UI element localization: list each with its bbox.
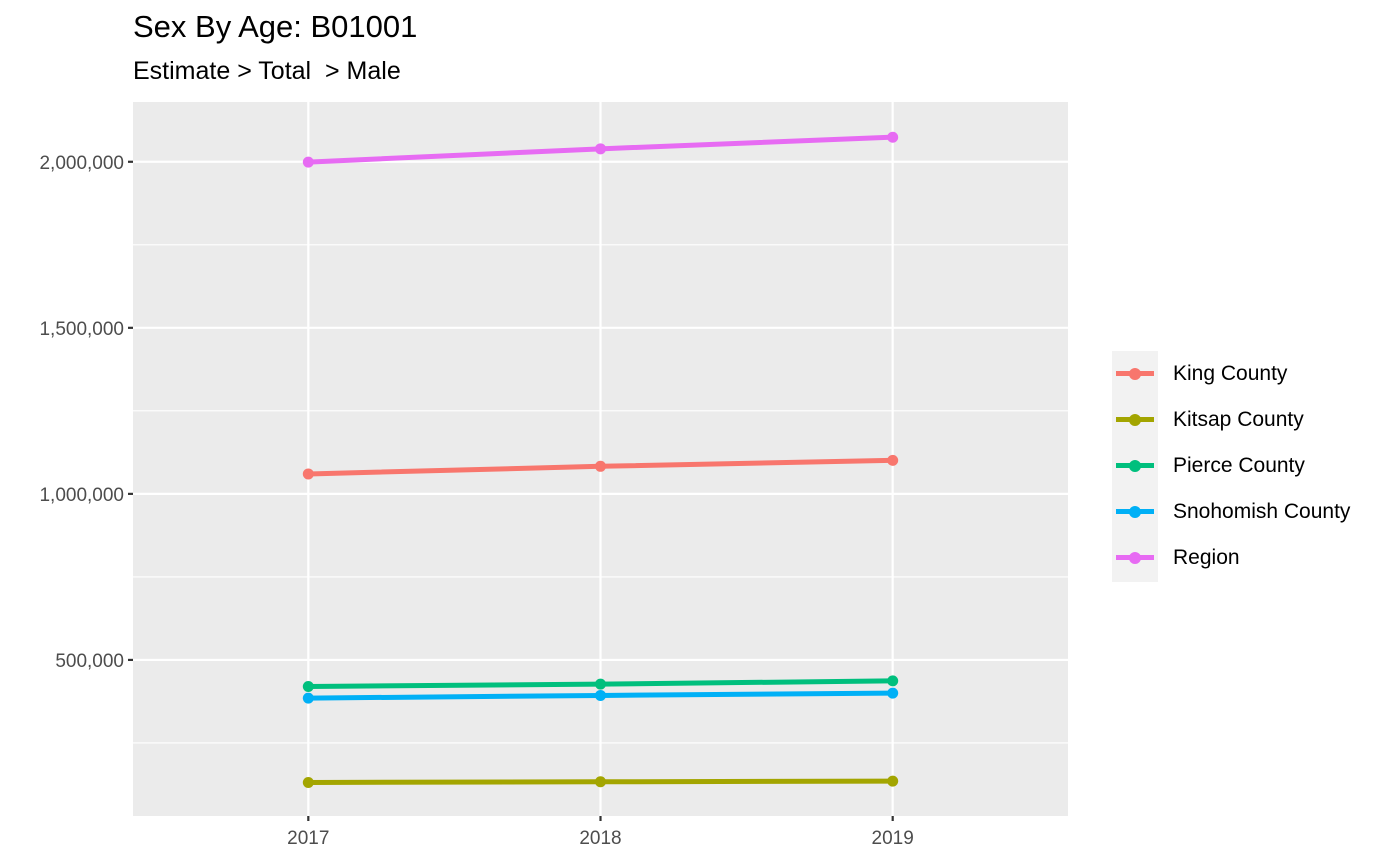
series-lines (302, 131, 899, 788)
x-tick-label: 2019 (872, 828, 914, 849)
legend: King County Kitsap County Pierce County Sno… (1112, 351, 1382, 582)
legend-item: Region (1112, 535, 1382, 581)
series-kitsap-county (302, 775, 899, 788)
legend-swatch-dot (1129, 414, 1141, 426)
legend-label: Snohomish County (1173, 500, 1351, 523)
series-pierce-county (302, 675, 899, 692)
data-point (595, 689, 606, 701)
data-point (595, 460, 606, 472)
legend-label: Region (1173, 546, 1240, 569)
series-snohomish-county (302, 687, 899, 704)
data-point (595, 143, 606, 155)
data-point (302, 692, 314, 704)
legend-item: Kitsap County (1112, 397, 1382, 443)
data-point (887, 687, 899, 699)
data-point (887, 454, 899, 466)
legend-label: Kitsap County (1173, 408, 1304, 431)
legend-swatch-dot (1129, 552, 1141, 564)
data-point (595, 678, 606, 690)
data-point (887, 131, 899, 143)
legend-item: Pierce County (1112, 443, 1382, 489)
data-point (887, 675, 899, 687)
legend-swatch-dot (1129, 368, 1141, 380)
data-point (302, 156, 314, 168)
series-region (302, 131, 899, 168)
x-tick-label: 2018 (579, 828, 621, 849)
axis-ticks: 500,000 1,000,000 1,500,000 2,000,000 2017 20… (39, 153, 913, 849)
data-point (595, 776, 606, 788)
legend-item: King County (1112, 351, 1382, 397)
legend-label: King County (1173, 362, 1288, 385)
data-point (302, 468, 314, 480)
legend-item: Snohomish County (1112, 489, 1382, 535)
data-point (887, 775, 899, 787)
y-tick-label: 500,000 (55, 651, 124, 672)
chart-title: Sex By Age: B01001 (133, 9, 418, 44)
y-tick-label: 1,500,000 (39, 319, 124, 340)
legend-swatch-dot (1129, 506, 1141, 518)
data-point (302, 680, 314, 692)
y-tick-label: 1,000,000 (39, 485, 124, 506)
data-point (302, 776, 314, 788)
chart-subtitle: Estimate > Total > Male (133, 57, 401, 85)
y-tick-label: 2,000,000 (39, 153, 124, 174)
x-tick-label: 2017 (287, 828, 329, 849)
legend-label: Pierce County (1173, 454, 1305, 477)
legend-swatch-dot (1129, 460, 1141, 472)
series-king-county (302, 454, 899, 480)
